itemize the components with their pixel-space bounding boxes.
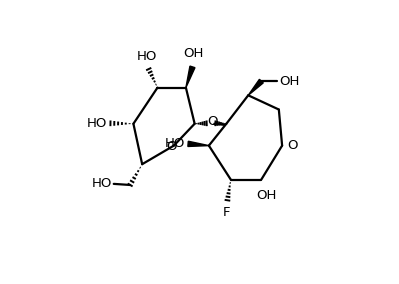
Text: OH: OH <box>279 75 299 87</box>
Polygon shape <box>248 79 263 95</box>
Text: OH: OH <box>257 189 277 202</box>
Polygon shape <box>188 141 209 147</box>
Polygon shape <box>186 66 195 88</box>
Text: O: O <box>287 139 297 152</box>
Text: O: O <box>207 116 218 128</box>
Text: F: F <box>223 206 231 219</box>
Text: HO: HO <box>92 178 112 190</box>
Text: OH: OH <box>184 47 204 60</box>
Text: HO: HO <box>136 49 157 62</box>
Text: O: O <box>166 140 176 153</box>
Text: HO: HO <box>87 117 108 130</box>
Text: HO: HO <box>165 137 185 150</box>
